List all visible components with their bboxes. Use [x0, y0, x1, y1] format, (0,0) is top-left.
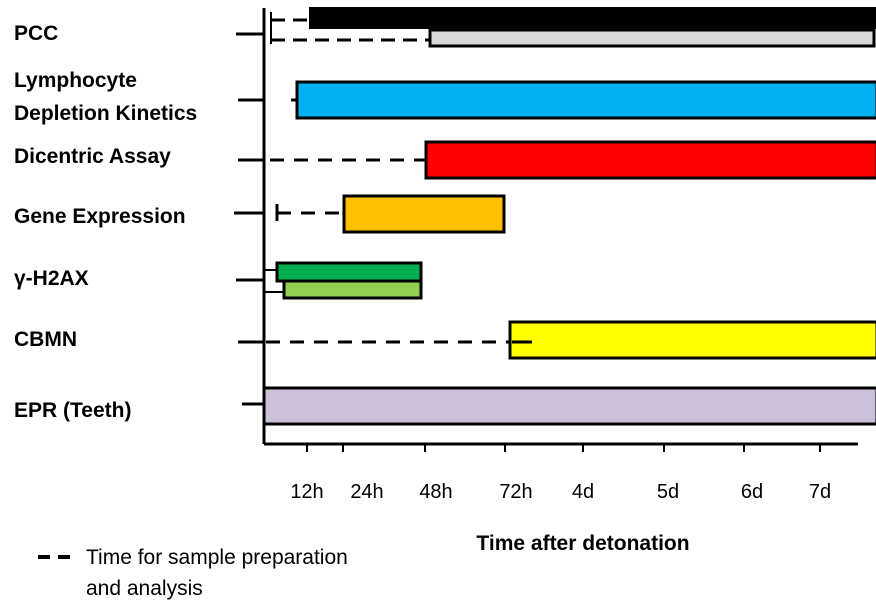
row-label-lymphocyte-line1: Lymphocyte [14, 69, 137, 92]
gamma-h2ax-bar-light [282, 279, 423, 300]
gene-expression-group [275, 194, 506, 234]
pcc-bar-grey [428, 28, 876, 48]
x-tick-label-5d: 5d [657, 481, 679, 503]
row-label-epr: EPR (Teeth) [14, 399, 131, 422]
x-tick-label-7d: 7d [809, 481, 831, 503]
x-tick-label-24h: 24h [350, 481, 383, 503]
x-tick-label-12h: 12h [290, 481, 323, 503]
x-tick-label-48h: 48h [419, 481, 452, 503]
cbmn-group [266, 320, 876, 360]
x-tick-label-4d: 4d [572, 481, 594, 503]
lymphocyte-group [291, 80, 876, 120]
dicentric-bar [424, 140, 876, 180]
dicentric-group [270, 140, 876, 180]
pcc-group [270, 7, 876, 48]
pcc-bar-black [309, 7, 876, 29]
row-label-dicentric: Dicentric Assay [14, 145, 171, 168]
x-tick-label-72h: 72h [499, 481, 532, 503]
row-label-cbmn: CBMN [14, 328, 77, 351]
lymphocyte-bar [295, 80, 876, 120]
row-label-pcc: PCC [14, 22, 58, 45]
x-axis-title: Time after detonation [476, 532, 689, 555]
row-label-gamma-h2ax: γ-H2AX [14, 267, 89, 290]
gamma-h2ax-bar-dark [275, 261, 423, 283]
row-label-lymphocyte-line2: Depletion Kinetics [14, 102, 197, 125]
epr-bar [262, 386, 876, 426]
x-tick-label-6d: 6d [741, 481, 763, 503]
cbmn-bar [508, 320, 876, 360]
row-label-gene-expression: Gene Expression [14, 205, 186, 228]
gamma-h2ax-group [264, 261, 423, 300]
row-ticks [234, 32, 264, 406]
legend-label-line1: Time for sample preparation [86, 546, 348, 569]
legend: Time for sample preparation and analysis [38, 546, 348, 600]
x-tick-marks [306, 444, 821, 452]
epr-group [262, 386, 876, 426]
gene-expression-bar [342, 194, 506, 234]
legend-label-line2: and analysis [86, 577, 203, 600]
